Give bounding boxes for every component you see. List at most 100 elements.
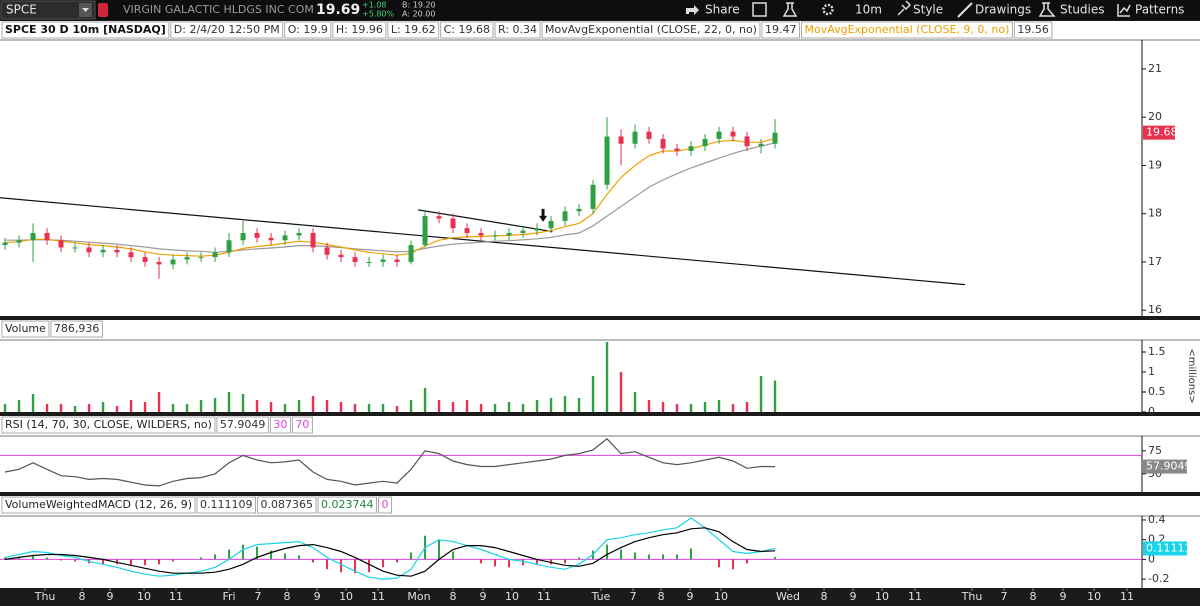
candle-body [590, 184, 596, 209]
header-box [1, 21, 170, 39]
volume-bar [367, 404, 371, 412]
bid: B: 19.20 [402, 1, 436, 10]
volume-bar [563, 396, 567, 412]
volume-bar [241, 394, 245, 412]
panel-title: VolumeWeightedMACD (12, 26, 9) [5, 498, 192, 511]
histogram-bar [200, 557, 203, 560]
candle-body [492, 235, 498, 237]
screenshot-icon[interactable] [752, 2, 767, 17]
candle-body [408, 245, 414, 262]
x-tick-label: 9 [314, 590, 321, 603]
studies-icon[interactable] [1038, 2, 1056, 17]
study-line [4, 527, 776, 577]
study-name: MovAvgExponential (CLOSE, 9, 0, no) [804, 23, 1009, 36]
x-tick-label: 8 [1030, 590, 1037, 603]
histogram-bar [46, 557, 49, 560]
histogram-bar [718, 559, 721, 568]
volume-bar [703, 402, 707, 412]
trendline [417, 209, 553, 233]
last-value-label: 0.11111 [1146, 541, 1192, 554]
moving-average [4, 137, 776, 257]
candle-body [324, 247, 330, 255]
candle-body [436, 216, 442, 219]
panel-title: Volume [5, 322, 46, 335]
histogram-bar [648, 554, 651, 560]
candle-body [156, 261, 162, 265]
histogram-bar [368, 559, 371, 573]
histogram-bar [354, 559, 357, 574]
alert-icon[interactable] [98, 3, 108, 17]
histogram-bar [732, 559, 735, 570]
symbol[interactable]: SPCE [6, 3, 37, 17]
study-value: 19.47 [765, 23, 797, 36]
candle-body [618, 136, 624, 144]
x-tick-label: 8 [79, 590, 86, 603]
last-price: 19.69 [316, 2, 360, 18]
x-tick-label: 9 [479, 590, 486, 603]
header-box [494, 21, 541, 39]
y-tick-label: 17 [1148, 255, 1162, 268]
histogram-bar [746, 559, 749, 564]
x-tick-label: 11 [537, 590, 551, 603]
header-box [284, 21, 332, 39]
volume-bar [759, 376, 763, 412]
volume-bar [409, 400, 413, 412]
toolbar-button[interactable]: Style [913, 3, 943, 17]
header-box [170, 21, 284, 39]
volume-value: 786,936 [54, 322, 100, 335]
ask: A: 20.00 [402, 10, 435, 19]
volume-bar [59, 404, 63, 412]
histogram-bar [326, 559, 329, 570]
volume-bar [269, 402, 273, 412]
volume-bar [73, 406, 77, 412]
candle-body [688, 146, 694, 151]
header-box [291, 416, 313, 434]
volume-bar [353, 404, 357, 412]
volume-bar [451, 402, 455, 412]
x-tick-label: Thu [961, 590, 983, 603]
volume-bar [157, 392, 161, 412]
candle-body [72, 247, 78, 249]
candle-body [184, 257, 190, 260]
candle-body [142, 257, 148, 262]
volume-bar [17, 400, 21, 412]
candle-body [562, 211, 568, 221]
last-value-box [1143, 541, 1187, 556]
toolbar-button[interactable]: Drawings [975, 3, 1031, 17]
patterns-icon[interactable] [1117, 4, 1131, 17]
header-box [1, 320, 50, 338]
x-tick-label: 10 [1087, 590, 1101, 603]
flask-icon[interactable] [782, 2, 798, 17]
toolbar-button[interactable]: 10m [855, 3, 882, 17]
share-icon[interactable] [686, 5, 699, 15]
study-value: 0.111109 [200, 498, 253, 511]
candle-body [520, 230, 526, 234]
x-tick-label: 11 [371, 590, 385, 603]
last-price-box [1143, 125, 1175, 140]
volume-bar [255, 400, 259, 412]
x-tick-label: 9 [850, 590, 857, 603]
candle-body [240, 233, 246, 241]
histogram-bar [242, 544, 245, 560]
candle-body [226, 240, 232, 253]
volume-bar [535, 400, 539, 412]
candle-body [44, 233, 50, 241]
candle-body [296, 233, 302, 236]
toolbar-button[interactable]: Patterns [1135, 3, 1184, 17]
drawings-icon[interactable] [957, 2, 973, 18]
x-tick-label: 8 [283, 590, 290, 603]
plot-area [0, 437, 1142, 487]
toolbar-button[interactable]: Share [705, 3, 740, 17]
histogram-bar [676, 554, 679, 560]
panel-bg [0, 416, 1200, 492]
histogram-bar [396, 559, 399, 563]
histogram-bar [494, 559, 497, 567]
gear-icon[interactable] [822, 3, 834, 16]
histogram-bar [578, 557, 581, 560]
symbol-box[interactable] [0, 0, 96, 20]
style-icon[interactable] [897, 0, 912, 16]
x-tick-label: 8 [821, 590, 828, 603]
study-line [4, 517, 776, 580]
x-tick-label: 7 [255, 590, 262, 603]
toolbar-button[interactable]: Studies [1060, 3, 1105, 17]
